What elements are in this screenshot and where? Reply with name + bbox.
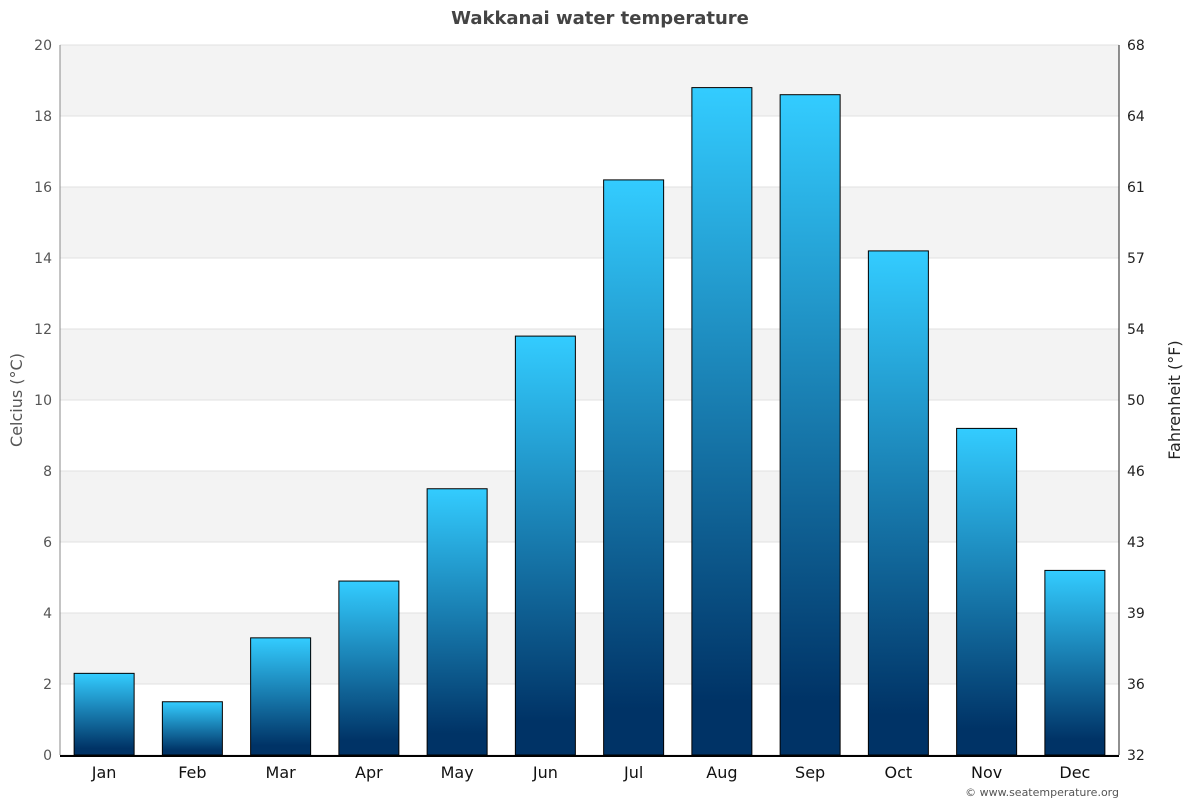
y-tick-label-right: 43	[1127, 535, 1145, 551]
x-tick-label: Jan	[91, 763, 117, 782]
x-tick-label: Feb	[178, 763, 206, 782]
grid-band	[60, 613, 1119, 684]
bar-mar	[250, 637, 312, 756]
y-tick-label-left: 12	[34, 322, 52, 338]
grid-band	[60, 187, 1119, 258]
x-tick-label: May	[441, 763, 474, 782]
x-tick-label: Nov	[971, 763, 1002, 782]
bar-apr	[338, 580, 400, 756]
bar-jul	[603, 179, 665, 756]
y-tick-label-left: 16	[34, 180, 52, 196]
grid-band	[60, 329, 1119, 400]
y-tick-label-right: 54	[1127, 322, 1145, 338]
x-tick-label: Dec	[1059, 763, 1090, 782]
x-tick-label: Aug	[706, 763, 737, 782]
y-tick-label-left: 8	[43, 464, 52, 480]
y-tick-label-left: 14	[34, 251, 52, 267]
grid-band	[60, 45, 1119, 116]
chart-title: Wakkanai water temperature	[451, 8, 749, 29]
bar-oct	[867, 250, 929, 756]
y-tick-label-left: 10	[34, 393, 52, 409]
bar-aug	[691, 87, 753, 756]
y-tick-label-right: 50	[1127, 393, 1145, 409]
x-tick-label: Mar	[266, 763, 297, 782]
bar-jun	[514, 335, 576, 756]
footer-credit: © www.seatemperature.org	[965, 786, 1119, 799]
y-tick-label-right: 46	[1127, 464, 1145, 480]
y-tick-label-left: 2	[43, 677, 52, 693]
y-axis-label-left: Celcius (°C)	[7, 353, 26, 447]
bar-jan	[73, 672, 135, 756]
y-tick-label-right: 64	[1127, 109, 1145, 125]
y-axis-label-right: Fahrenheit (°F)	[1165, 340, 1184, 459]
y-tick-label-right: 57	[1127, 251, 1145, 267]
bar-dec	[1044, 569, 1106, 756]
x-tick-label: Jun	[532, 763, 558, 782]
y-tick-label-right: 32	[1127, 748, 1145, 764]
y-tick-label-left: 6	[43, 535, 52, 551]
y-tick-label-right: 68	[1127, 38, 1145, 54]
y-tick-label-left: 4	[43, 606, 52, 622]
y-tick-label-left: 18	[34, 109, 52, 125]
x-tick-label: Oct	[885, 763, 913, 782]
bar-nov	[956, 427, 1018, 756]
bar-feb	[161, 701, 223, 756]
y-tick-label-right: 36	[1127, 677, 1145, 693]
x-tick-label: Jul	[623, 763, 643, 782]
x-tick-label: Sep	[795, 763, 825, 782]
bar-may	[426, 488, 488, 756]
grid-band	[60, 471, 1119, 542]
y-tick-label-left: 20	[34, 38, 52, 54]
y-tick-label-left: 0	[43, 748, 52, 764]
x-tick-label: Apr	[355, 763, 383, 782]
bar-sep	[779, 94, 841, 756]
y-tick-label-right: 61	[1127, 180, 1145, 196]
y-tick-label-right: 39	[1127, 606, 1145, 622]
